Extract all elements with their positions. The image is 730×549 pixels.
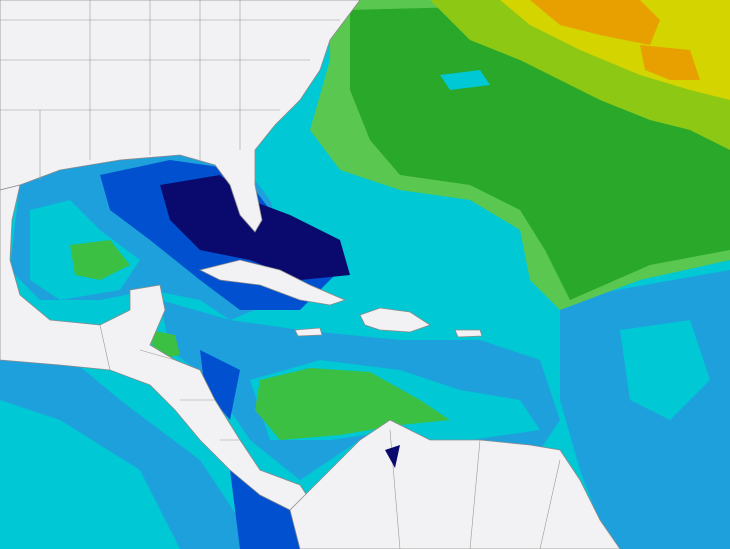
island-hispaniola xyxy=(359,307,431,333)
wave-zone-green xyxy=(70,240,130,280)
island-jamaica xyxy=(294,327,323,337)
land-south-america xyxy=(289,419,621,549)
wave-zone-cyan xyxy=(440,70,490,90)
island-cuba xyxy=(198,259,347,306)
wave-zone-darkblue xyxy=(200,350,240,420)
wave-zone-orange xyxy=(640,45,700,80)
island-puerto-rico xyxy=(454,329,483,338)
wave-zone-cyan xyxy=(620,320,710,420)
wave-zone-cyan xyxy=(0,400,180,549)
wave-zone-green xyxy=(255,368,450,440)
lake xyxy=(385,445,400,468)
country-borders xyxy=(99,324,240,441)
state-borders xyxy=(0,0,340,180)
wave-zone-orange xyxy=(530,0,660,45)
wave-zone-darkblue xyxy=(230,470,300,549)
